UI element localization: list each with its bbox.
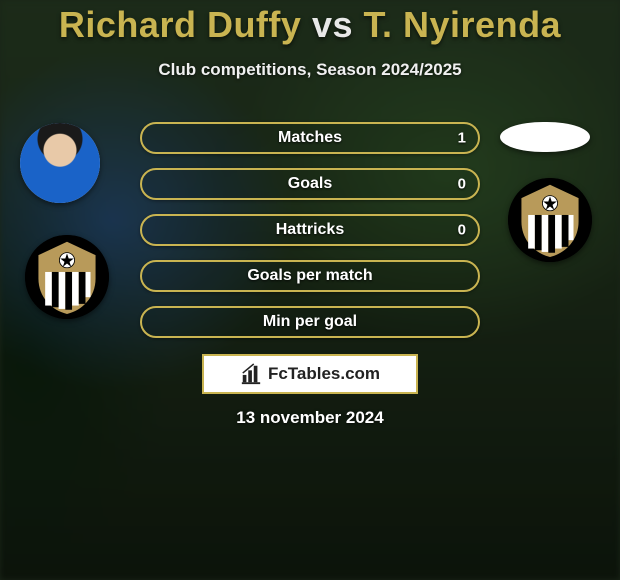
club-crest-icon [25,235,109,319]
comparison-card: Richard Duffy vs T. Nyirenda Club compet… [0,0,620,580]
brand-text: FcTables.com [268,364,380,384]
title-vs: vs [312,4,353,45]
brand-badge[interactable]: FcTables.com [202,354,418,394]
stat-right-value: 0 [458,176,466,193]
subtitle: Club competitions, Season 2024/2025 [0,60,620,80]
stat-row-min-per-goal: Min per goal [140,306,480,338]
player2-avatar [500,122,590,152]
player2-club-crest [508,178,592,262]
stat-row-goals-per-match: Goals per match [140,260,480,292]
player1-avatar [20,123,100,203]
stat-right-value: 1 [458,130,466,147]
title-player1: Richard Duffy [59,4,302,45]
bar-chart-icon [240,363,262,385]
player1-avatar-image [20,123,100,203]
stat-list: Matches 1 Goals 0 Hattricks 0 Goals per … [140,122,480,352]
stat-row-matches: Matches 1 [140,122,480,154]
date-text: 13 november 2024 [0,408,620,428]
stat-label: Goals per match [247,267,372,285]
player1-club-crest [25,235,109,319]
title-player2: T. Nyirenda [364,4,562,45]
page-title: Richard Duffy vs T. Nyirenda [0,4,620,46]
stat-right-value: 0 [458,222,466,239]
stat-label: Matches [278,129,342,147]
stat-label: Min per goal [263,313,357,331]
stat-row-goals: Goals 0 [140,168,480,200]
stat-label: Goals [288,175,332,193]
stat-row-hattricks: Hattricks 0 [140,214,480,246]
club-crest-icon [508,178,592,262]
stat-label: Hattricks [276,221,344,239]
